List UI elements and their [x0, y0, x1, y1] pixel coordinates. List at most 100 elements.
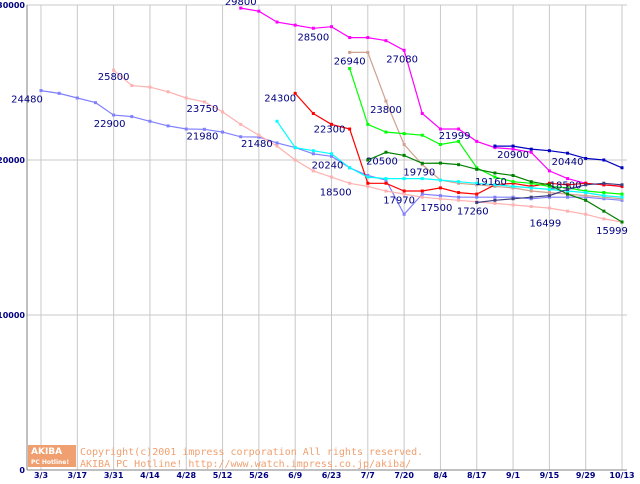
data-point: [584, 198, 588, 202]
data-point: [511, 203, 515, 207]
data-point: [493, 175, 497, 179]
data-point: [457, 139, 461, 143]
data-point: [566, 195, 570, 199]
data-point: [402, 153, 406, 157]
data-label: 18500: [320, 187, 352, 198]
data-point: [39, 89, 43, 93]
series-series-2: [112, 68, 624, 224]
data-point: [438, 143, 442, 146]
data-point: [275, 20, 279, 24]
logo-badge: [28, 445, 76, 467]
data-point: [602, 209, 606, 213]
data-label: 20240: [312, 160, 344, 171]
data-point: [148, 85, 152, 89]
data-point: [511, 184, 515, 188]
data-point: [620, 166, 624, 170]
x-tick-label: 6/23: [322, 471, 342, 480]
data-point: [239, 135, 243, 139]
data-point: [311, 152, 315, 156]
data-point: [293, 146, 297, 150]
data-point: [239, 122, 243, 126]
data-point: [402, 48, 406, 52]
data-point: [566, 177, 570, 181]
data-point: [511, 174, 515, 177]
data-point: [602, 194, 606, 198]
data-point: [330, 25, 333, 29]
data-point: [457, 127, 461, 131]
data-point: [584, 191, 588, 195]
data-point: [275, 119, 279, 123]
data-point: [493, 184, 497, 188]
data-label: 19160: [475, 177, 507, 188]
data-point: [166, 124, 170, 128]
data-point: [602, 217, 606, 221]
data-label: 20500: [366, 156, 398, 167]
data-point: [348, 127, 352, 131]
x-tick-label: 7/7: [361, 471, 375, 480]
footer: AKIBA PC Hotline! Copyright(c)2001 impre…: [28, 445, 423, 470]
data-label: 21480: [241, 139, 273, 150]
data-point: [493, 201, 497, 205]
data-point: [529, 189, 533, 193]
y-tick-label: 20000: [0, 156, 25, 165]
data-point: [529, 195, 533, 199]
data-point: [475, 200, 479, 204]
data-point: [529, 197, 533, 201]
data-label: 21980: [187, 131, 219, 142]
data-point: [529, 150, 533, 154]
data-point: [366, 174, 370, 177]
x-tick-label: 4/28: [176, 471, 196, 480]
data-point: [529, 181, 533, 185]
data-label: 20440: [552, 157, 584, 168]
data-point: [547, 169, 551, 173]
data-point: [584, 156, 588, 160]
data-label: 20900: [497, 150, 529, 161]
series-line: [494, 145, 623, 169]
data-point: [602, 191, 606, 195]
x-tick-label: 6/9: [288, 471, 302, 480]
data-point: [366, 158, 370, 162]
data-point: [547, 149, 551, 153]
data-point: [221, 130, 225, 134]
data-point: [348, 50, 352, 54]
data-label: 29800: [225, 0, 257, 8]
data-point: [420, 161, 424, 165]
data-point: [330, 175, 333, 179]
data-point: [221, 110, 225, 114]
data-point: [402, 189, 406, 193]
data-point: [420, 192, 424, 196]
data-point: [529, 180, 533, 184]
data-point: [602, 197, 606, 201]
data-point: [275, 141, 279, 145]
data-point: [566, 186, 570, 190]
data-point: [602, 183, 606, 187]
data-point: [366, 36, 370, 40]
x-tick-label: 7/20: [394, 471, 414, 480]
data-point: [438, 127, 442, 131]
data-point: [420, 112, 424, 115]
x-tick-label: 5/12: [213, 471, 233, 480]
data-point: [420, 189, 424, 193]
data-point: [402, 132, 406, 136]
data-point: [130, 84, 134, 88]
site-url-text: AKIBA PC Hotline! http://www.watch.impre…: [80, 459, 411, 470]
data-point: [584, 189, 588, 193]
data-point: [584, 195, 588, 199]
x-tick-label: 10/13: [609, 471, 634, 480]
data-point: [529, 205, 533, 208]
y-tick-label: 0: [19, 466, 25, 475]
data-point: [566, 151, 570, 155]
data-point: [547, 181, 551, 185]
data-label: 28500: [297, 32, 329, 43]
data-label: 17260: [457, 206, 489, 217]
data-label: 22300: [314, 124, 346, 135]
data-point: [257, 135, 261, 139]
data-point: [438, 178, 442, 182]
data-point: [547, 183, 551, 187]
data-point: [620, 198, 624, 202]
data-point: [366, 122, 370, 126]
data-point: [493, 146, 497, 150]
data-point: [438, 161, 442, 165]
data-point: [475, 181, 479, 185]
data-point: [475, 195, 479, 199]
